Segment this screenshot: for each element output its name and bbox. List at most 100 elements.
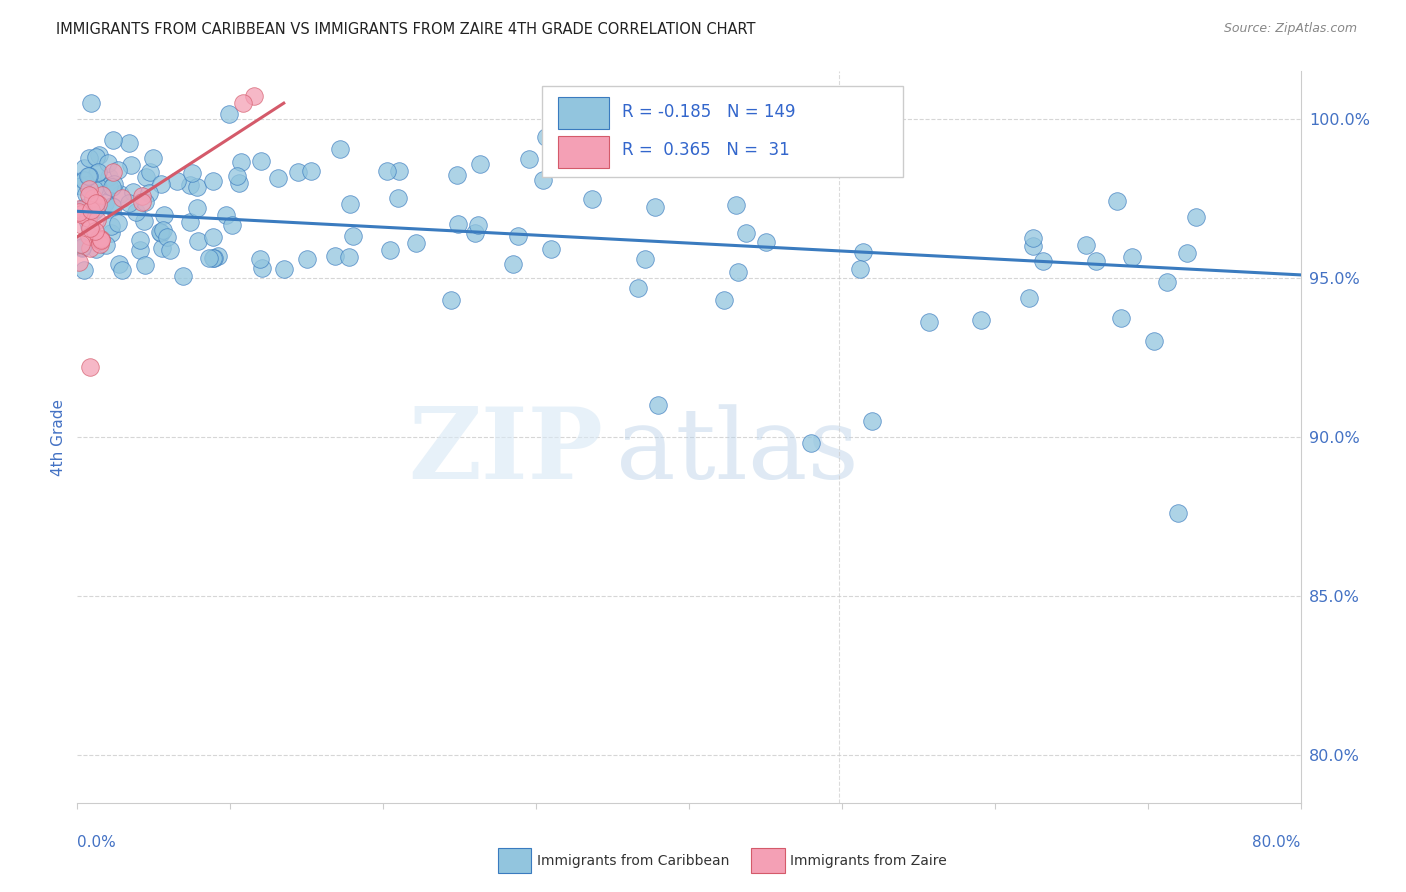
Point xyxy=(388,163,411,178)
Point xyxy=(77,182,100,196)
Text: 80.0%: 80.0% xyxy=(1253,836,1301,850)
Point xyxy=(187,235,209,249)
Point xyxy=(446,168,468,182)
Point xyxy=(108,257,131,271)
Point xyxy=(67,255,90,269)
Point xyxy=(75,187,97,202)
Point xyxy=(103,133,125,147)
Point xyxy=(67,237,90,252)
Point xyxy=(89,234,111,248)
Point xyxy=(110,186,132,201)
Point xyxy=(734,226,756,240)
Point xyxy=(90,232,112,246)
Point xyxy=(142,151,165,165)
Point xyxy=(800,436,823,450)
Point xyxy=(970,313,993,327)
Point xyxy=(122,185,145,199)
Point xyxy=(103,177,125,191)
Point xyxy=(107,163,129,178)
Point xyxy=(67,202,90,217)
Point xyxy=(150,226,173,240)
Point xyxy=(467,218,489,232)
Point xyxy=(186,201,208,215)
Point xyxy=(228,177,250,191)
Point xyxy=(387,191,409,205)
Point xyxy=(79,220,101,235)
Point xyxy=(80,220,103,235)
Point xyxy=(70,240,93,254)
Point xyxy=(83,182,105,196)
Point xyxy=(100,180,122,194)
Point xyxy=(202,251,225,265)
Point xyxy=(135,169,157,184)
Point xyxy=(337,250,360,264)
Point xyxy=(150,241,173,255)
Point xyxy=(129,244,152,258)
Point xyxy=(134,258,156,272)
Point xyxy=(100,219,122,234)
Point xyxy=(186,180,208,194)
Point xyxy=(120,158,142,172)
Point xyxy=(250,261,273,276)
Point xyxy=(84,196,107,211)
Text: R =  0.365   N =  31: R = 0.365 N = 31 xyxy=(621,141,789,160)
Point xyxy=(517,152,540,166)
Point xyxy=(100,199,122,213)
Point xyxy=(266,171,288,186)
Point xyxy=(755,235,778,249)
Point xyxy=(470,157,492,171)
Point xyxy=(86,197,108,211)
Point xyxy=(380,243,402,257)
Point xyxy=(250,154,273,169)
Point xyxy=(299,164,322,178)
Point xyxy=(724,197,747,211)
Y-axis label: 4th Grade: 4th Grade xyxy=(51,399,66,475)
Point xyxy=(1175,246,1198,260)
Point xyxy=(128,233,150,247)
Point xyxy=(67,202,90,216)
Text: Immigrants from Zaire: Immigrants from Zaire xyxy=(790,854,946,868)
Text: IMMIGRANTS FROM CARIBBEAN VS IMMIGRANTS FROM ZAIRE 4TH GRADE CORRELATION CHART: IMMIGRANTS FROM CARIBBEAN VS IMMIGRANTS … xyxy=(56,22,756,37)
Point xyxy=(918,315,941,329)
Point xyxy=(405,235,427,250)
Point xyxy=(69,178,91,193)
Point xyxy=(84,151,107,165)
Point xyxy=(179,215,201,229)
Point xyxy=(156,230,179,244)
Point xyxy=(82,191,104,205)
Point xyxy=(84,242,107,256)
Point xyxy=(446,217,468,231)
Point xyxy=(91,188,114,202)
Point xyxy=(201,174,224,188)
Text: R = -0.185   N = 149: R = -0.185 N = 149 xyxy=(621,103,796,120)
Point xyxy=(103,200,125,214)
Point xyxy=(727,265,749,279)
Text: atlas: atlas xyxy=(616,404,858,500)
Point xyxy=(197,251,219,265)
Point xyxy=(118,136,141,151)
Point xyxy=(131,188,153,202)
Point xyxy=(221,218,243,232)
Point xyxy=(644,200,666,214)
Point xyxy=(87,179,110,194)
Point xyxy=(323,249,346,263)
Point xyxy=(172,269,194,284)
Point xyxy=(152,223,174,237)
Point xyxy=(134,195,156,210)
Point xyxy=(82,205,104,219)
FancyBboxPatch shape xyxy=(558,136,609,168)
Point xyxy=(72,161,94,176)
Point xyxy=(67,205,90,219)
Point xyxy=(80,96,103,111)
Point xyxy=(440,293,463,307)
FancyBboxPatch shape xyxy=(558,97,609,129)
Point xyxy=(1032,253,1054,268)
Point xyxy=(84,224,107,238)
Point xyxy=(86,166,108,180)
Point xyxy=(166,174,188,188)
Point xyxy=(72,201,94,215)
Point xyxy=(502,257,524,271)
Point xyxy=(86,213,108,227)
Point xyxy=(69,237,91,252)
Point xyxy=(97,156,120,170)
